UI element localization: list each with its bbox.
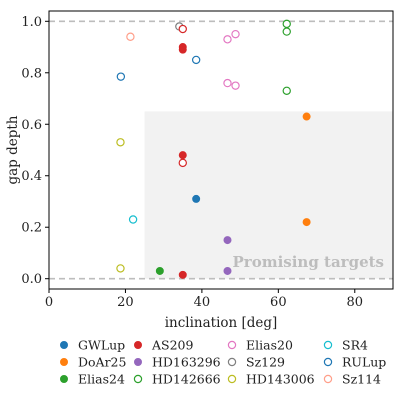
point-sz114 bbox=[178, 158, 187, 168]
y-tick-label: 0.8 bbox=[21, 66, 42, 81]
legend-label: HD163296 bbox=[152, 354, 221, 369]
legend-item-as209: AS209 bbox=[133, 337, 193, 352]
point-doar25 bbox=[302, 112, 311, 121]
point-hd143006 bbox=[116, 138, 125, 147]
point-sr4 bbox=[128, 215, 138, 224]
legend-label: GWLup bbox=[78, 337, 125, 352]
legend-marker bbox=[323, 374, 333, 384]
legend-item-rulup: RULup bbox=[323, 354, 386, 369]
y-tick-label: 0.0 bbox=[21, 272, 42, 287]
legend-marker bbox=[133, 374, 143, 384]
legend-marker bbox=[227, 340, 237, 350]
point-hd163296 bbox=[223, 266, 232, 275]
point-hd163296 bbox=[223, 236, 232, 245]
legend-item-sz129: Sz129 bbox=[227, 354, 285, 369]
point-elias20 bbox=[223, 78, 232, 88]
legend-label: HD143006 bbox=[246, 371, 315, 386]
data-points bbox=[116, 19, 311, 279]
legend-marker bbox=[133, 357, 142, 366]
legend-item-gwlup: GWLup bbox=[60, 337, 125, 352]
y-tick-label: 0.4 bbox=[21, 169, 42, 184]
x-tick-label: 0 bbox=[45, 295, 53, 310]
point-hd143006 bbox=[116, 264, 125, 273]
plot-background bbox=[144, 111, 393, 279]
legend: GWLup DoAr25 Elias24 AS209 HD163296 HD142666 E… bbox=[60, 337, 386, 386]
legend-marker bbox=[323, 340, 333, 350]
point-gwlup bbox=[192, 194, 201, 203]
legend-item-hd143006: HD143006 bbox=[227, 371, 315, 386]
point-sz114 bbox=[126, 32, 135, 41]
y-axis-label: gap depth bbox=[5, 115, 21, 184]
point-sz114 bbox=[178, 24, 187, 34]
point-as209 bbox=[178, 270, 187, 279]
point-rulup bbox=[116, 72, 126, 81]
legend-marker bbox=[227, 374, 237, 384]
legend-label: Sz114 bbox=[342, 371, 381, 386]
x-tick-label: 80 bbox=[347, 295, 364, 310]
y-tick-label: 0.6 bbox=[21, 118, 42, 133]
point-elias20 bbox=[231, 29, 240, 39]
point-elias24 bbox=[155, 266, 164, 275]
legend-label: Elias24 bbox=[78, 371, 125, 386]
legend-label: HD142666 bbox=[152, 371, 221, 386]
point-elias20 bbox=[231, 81, 240, 90]
plot-frame bbox=[48, 10, 394, 290]
legend-item-elias24: Elias24 bbox=[60, 371, 125, 386]
legend-marker bbox=[60, 340, 69, 349]
promising-targets-label: Promising targets bbox=[233, 253, 384, 271]
point-hd142666 bbox=[282, 27, 291, 36]
point-as209 bbox=[178, 151, 187, 160]
legend-label: RULup bbox=[342, 354, 386, 369]
point-hd142666 bbox=[282, 19, 291, 29]
axes: 0 20 40 60 80 0.0 0.2 0.4 0.6 0.8 1.0 bbox=[21, 10, 394, 310]
point-as209 bbox=[178, 45, 187, 54]
point-hd142666 bbox=[282, 86, 291, 95]
legend-label: AS209 bbox=[151, 337, 193, 352]
legend-marker bbox=[323, 357, 333, 367]
reference-lines bbox=[49, 20, 393, 280]
x-axis-label: inclination [deg] bbox=[165, 315, 278, 331]
legend-label: Elias20 bbox=[246, 337, 293, 352]
legend-label: Sz129 bbox=[246, 354, 285, 369]
y-tick-label: 0.2 bbox=[21, 221, 42, 236]
legend-item-doar25: DoAr25 bbox=[60, 354, 126, 369]
x-tick-label: 60 bbox=[270, 295, 287, 310]
x-tick-label: 40 bbox=[194, 295, 211, 310]
legend-marker bbox=[60, 374, 69, 383]
legend-item-hd163296: HD163296 bbox=[133, 354, 221, 369]
promising-region bbox=[144, 111, 393, 279]
legend-item-sz114: Sz114 bbox=[323, 371, 381, 386]
y-tick-label: 1.0 bbox=[21, 15, 42, 30]
legend-item-hd142666: HD142666 bbox=[133, 371, 221, 386]
legend-marker bbox=[227, 357, 237, 367]
legend-marker bbox=[133, 340, 142, 349]
legend-item-sr4: SR4 bbox=[323, 337, 368, 352]
point-doar25 bbox=[302, 218, 311, 227]
point-rulup bbox=[191, 55, 201, 65]
legend-marker bbox=[60, 357, 69, 366]
legend-label: DoAr25 bbox=[78, 354, 126, 369]
x-tick-label: 20 bbox=[117, 295, 134, 310]
point-elias20 bbox=[223, 35, 232, 44]
legend-item-elias20: Elias20 bbox=[227, 337, 293, 352]
legend-label: SR4 bbox=[342, 337, 368, 352]
